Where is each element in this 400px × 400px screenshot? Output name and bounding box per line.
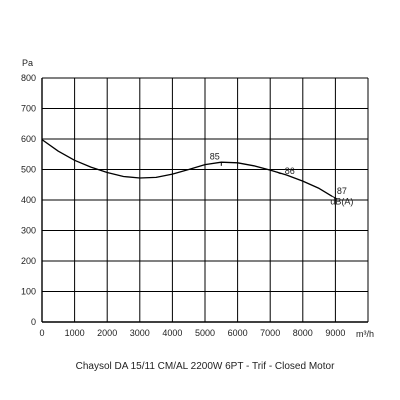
pressure-curve: [41, 139, 333, 197]
x-tick-label: 7000: [260, 328, 280, 338]
x-tick-label: 2000: [97, 328, 117, 338]
noise-tick-mark: [331, 195, 338, 200]
y-axis-unit: Pa: [22, 58, 33, 68]
tick-labels: 0 1000 2000 3000 4000 5000 6000 7000 8000 9000 0 10…: [21, 73, 345, 338]
series-lines: [41, 139, 338, 200]
y-tick-label: 500: [21, 165, 36, 175]
y-tick-label: 800: [21, 73, 36, 83]
x-axis-unit: m³/h: [356, 329, 374, 339]
x-tick-label: 3000: [130, 328, 150, 338]
y-tick-label: 100: [21, 287, 36, 297]
x-tick-label: 8000: [293, 328, 313, 338]
y-tick-label: 0: [31, 317, 36, 327]
y-tick-label: 300: [21, 226, 36, 236]
noise-label: dB(A): [330, 196, 353, 206]
y-tick-label: 200: [21, 256, 36, 266]
y-tick-label: 400: [21, 195, 36, 205]
noise-tick-mark: [276, 171, 281, 175]
grid: [41, 77, 369, 323]
x-tick-label: 6000: [228, 328, 248, 338]
x-tick-label: 9000: [325, 328, 345, 338]
noise-label: 87: [337, 186, 347, 196]
chart-caption: Chaysol DA 15/11 CM/AL 2200W 6PT - Trif …: [76, 361, 335, 372]
x-tick-label: 1000: [65, 328, 85, 338]
x-tick-label: 5000: [195, 328, 215, 338]
noise-label: 85: [210, 152, 220, 162]
y-tick-label: 600: [21, 134, 36, 144]
noise-label: 86: [285, 166, 295, 176]
x-tick-label: 4000: [162, 328, 182, 338]
y-tick-label: 700: [21, 104, 36, 114]
x-tick-label: 0: [39, 328, 44, 338]
